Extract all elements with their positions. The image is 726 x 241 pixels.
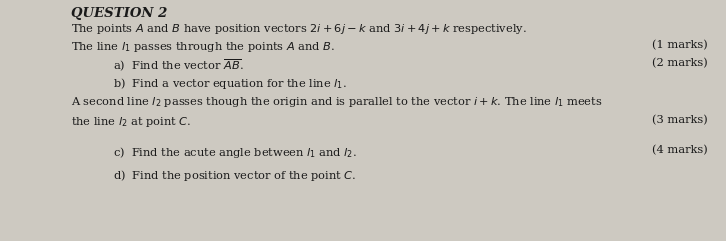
- Text: (3 marks): (3 marks): [652, 115, 708, 125]
- Text: b)  Find a vector equation for the line $l_1$.: b) Find a vector equation for the line $…: [113, 76, 346, 91]
- Text: The points $A$ and $B$ have position vectors $2i+6j-k$ and $3i+4j+k$ respectivel: The points $A$ and $B$ have position vec…: [71, 22, 527, 36]
- Text: (4 marks): (4 marks): [652, 145, 708, 155]
- Text: The line $l_1$ passes through the points $A$ and $B$.: The line $l_1$ passes through the points…: [71, 40, 335, 54]
- Text: QUESTION 2: QUESTION 2: [71, 7, 168, 20]
- Text: d)  Find the position vector of the point $C$.: d) Find the position vector of the point…: [113, 168, 356, 183]
- Text: a)  Find the vector $\overline{AB}$.: a) Find the vector $\overline{AB}$.: [113, 58, 243, 74]
- Text: (1 marks): (1 marks): [652, 40, 708, 50]
- Text: c)  Find the acute angle between $l_1$ and $l_2$.: c) Find the acute angle between $l_1$ an…: [113, 145, 356, 160]
- Text: (2 marks): (2 marks): [652, 58, 708, 68]
- Text: the line $l_2$ at point $C$.: the line $l_2$ at point $C$.: [71, 115, 191, 129]
- Text: A second line $l_2$ passes though the origin and is parallel to the vector $i+k$: A second line $l_2$ passes though the or…: [71, 95, 603, 109]
